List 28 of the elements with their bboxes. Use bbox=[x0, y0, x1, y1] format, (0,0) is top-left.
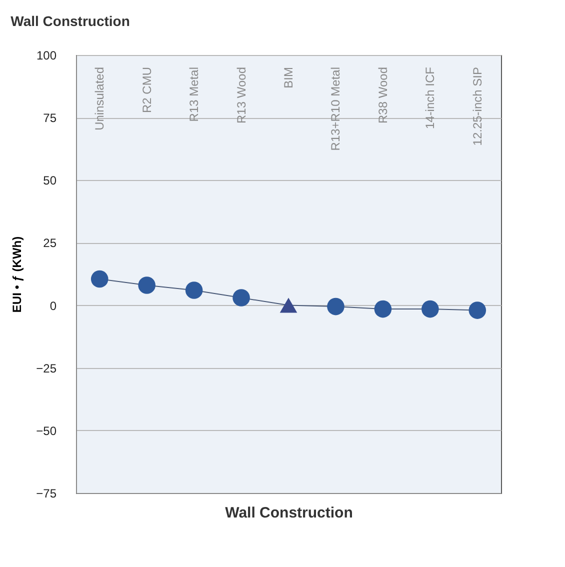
y-tick-label: −25 bbox=[36, 361, 57, 376]
y-axis-title: EUI • ƒ (KWh) bbox=[10, 236, 24, 313]
point bbox=[468, 302, 486, 319]
y-tick-label: 100 bbox=[36, 48, 57, 62]
y-tick-label: −75 bbox=[36, 486, 57, 500]
x-axis-title: Wall Construction bbox=[10, 13, 130, 29]
x-tick-label: Uninsulated bbox=[92, 67, 107, 130]
point bbox=[374, 300, 392, 318]
y-tick-label: 75 bbox=[43, 111, 57, 126]
y-tick-label: −50 bbox=[36, 424, 57, 438]
y-tick-label: 0 bbox=[50, 298, 57, 313]
y-tick-label: 25 bbox=[43, 236, 57, 250]
x-tick-label: R13+R10 Metal bbox=[328, 67, 343, 151]
x-tick-label: R38 Wood bbox=[376, 67, 390, 124]
point bbox=[327, 298, 344, 316]
point bbox=[232, 289, 250, 306]
x-tick-label: R2 CMU bbox=[140, 67, 154, 114]
x-tick-label: BIM bbox=[282, 67, 296, 88]
point bbox=[422, 300, 439, 318]
y-tick-label: 50 bbox=[43, 174, 57, 188]
x-tick-label: R13 Metal bbox=[187, 67, 202, 122]
x-tick-label: R13 Wood bbox=[234, 67, 248, 124]
point bbox=[185, 282, 203, 299]
point bbox=[90, 270, 108, 288]
text: Wall Construction bbox=[225, 504, 353, 522]
x-tick-label: 14-inch ICF bbox=[423, 67, 438, 130]
point bbox=[138, 276, 156, 294]
x-tick-label: 12.25-inch SIP bbox=[470, 67, 484, 146]
